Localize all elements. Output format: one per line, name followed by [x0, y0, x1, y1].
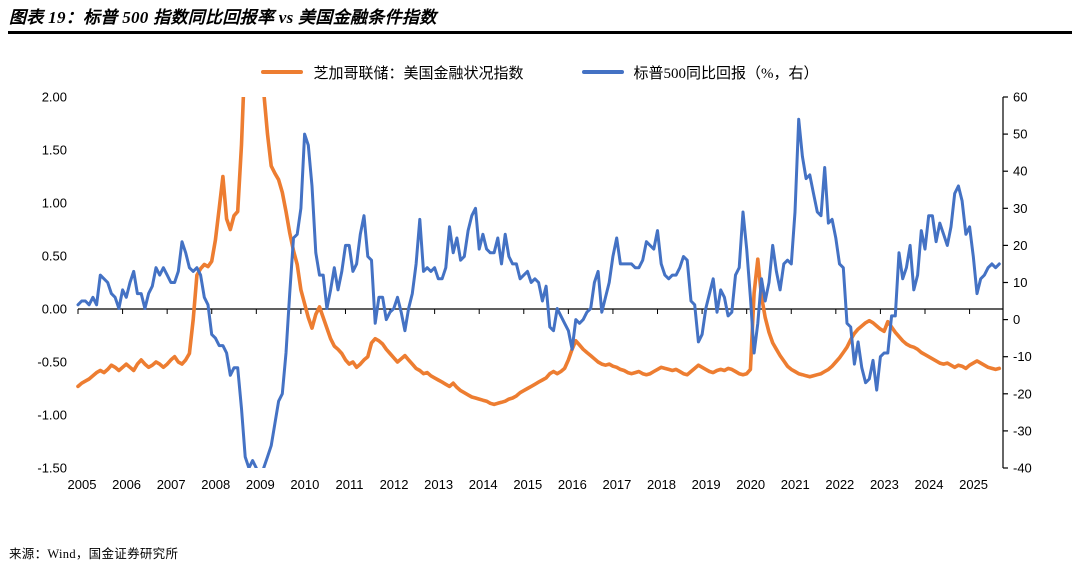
- left-axis-tick-label: 0.00: [42, 302, 67, 317]
- spx-yoy-line-series: [76, 117, 1001, 468]
- x-axis-year-label: 2016: [558, 477, 587, 492]
- x-axis-year-label: 2008: [201, 477, 230, 492]
- x-axis-year-label: 2010: [290, 477, 319, 492]
- x-axis-year-label: 2017: [602, 477, 631, 492]
- right-axis-tick-label: 10: [1013, 275, 1027, 290]
- x-axis-year-label: 2006: [112, 477, 141, 492]
- x-axis-year-label: 2018: [647, 477, 676, 492]
- x-axis-year-label: 2011: [335, 477, 363, 492]
- figure-title: 图表 19：标普 500 指数同比回报率 vs 美国金融条件指数: [9, 8, 437, 27]
- x-axis-year-label: 2009: [246, 477, 275, 492]
- left-axis-tick-label: -1.50: [37, 461, 67, 476]
- left-axis-tick-label: -1.00: [37, 408, 67, 423]
- x-axis-year-label: 2014: [469, 477, 498, 492]
- right-axis-tick-label: -30: [1013, 423, 1032, 438]
- right-axis: 60 50 40 30 20 10 0 -10 -20 -30 -40: [1002, 90, 1032, 476]
- left-axis-tick-label: -0.50: [37, 355, 67, 370]
- left-axis-labels: 2.00 1.50 1.00 0.50 0.00 -0.50 -1.00 -1.50: [37, 90, 67, 476]
- right-axis-tick-label: -10: [1013, 349, 1032, 364]
- x-axis-year-label: 2012: [380, 477, 409, 492]
- legend-label-nfci: 芝加哥联储：美国金融状况指数: [313, 65, 524, 82]
- legend-label-spx: 标普500同比回报（%，右）: [633, 65, 819, 82]
- x-axis-year-label: 2013: [424, 477, 453, 492]
- orange-line-swatch: [261, 69, 304, 75]
- left-axis-tick-label: 1.50: [42, 143, 67, 158]
- left-axis-tick-label: 2.00: [42, 90, 67, 105]
- right-axis-tick-label: 20: [1013, 238, 1027, 253]
- right-axis-tick-label: 0: [1013, 312, 1020, 327]
- x-axis-year-label: 2024: [915, 477, 944, 492]
- x-axis-year-label: 2025: [959, 477, 988, 492]
- left-axis-tick-label: 1.00: [42, 196, 67, 211]
- x-axis: 2005 2006 2007 2008 2009 2010 2011 2012 2013 2014…: [68, 308, 1004, 492]
- x-axis-year-label: 2019: [692, 477, 721, 492]
- right-axis-tick-label: 60: [1013, 90, 1027, 105]
- title-underline: [8, 31, 1072, 34]
- x-axis-year-label: 2020: [736, 477, 765, 492]
- x-axis-year-label: 2023: [870, 477, 899, 492]
- chart-legend: 芝加哥联储：美国金融状况指数 标普500同比回报（%，右）: [0, 60, 1080, 84]
- nfci-line-series: [76, 97, 1002, 407]
- x-axis-year-label: 2007: [157, 477, 186, 492]
- right-axis-tick-label: -20: [1013, 386, 1032, 401]
- blue-line-swatch: [581, 69, 624, 75]
- legend-item-nfci: 芝加哥联储：美国金融状况指数: [261, 62, 524, 83]
- source-note: 来源：Wind，国金证券研究所: [9, 547, 179, 561]
- right-axis-tick-label: -40: [1013, 461, 1032, 476]
- x-axis-year-label: 2021: [781, 477, 810, 492]
- right-axis-tick-label: 40: [1013, 164, 1027, 179]
- x-axis-year-label: 2022: [825, 477, 854, 492]
- right-axis-tick-label: 50: [1013, 127, 1027, 142]
- legend-item-spx: 标普500同比回报（%，右）: [581, 62, 819, 83]
- right-axis-tick-label: 30: [1013, 201, 1027, 216]
- left-axis-tick-label: 0.50: [42, 249, 67, 264]
- x-axis-year-label: 2005: [68, 477, 97, 492]
- x-axis-year-label: 2015: [513, 477, 542, 492]
